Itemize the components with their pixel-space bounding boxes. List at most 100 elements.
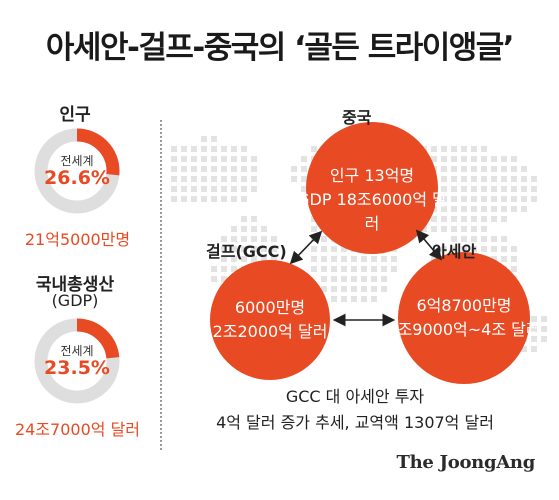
map-dot [211, 156, 217, 162]
map-dot [371, 296, 377, 302]
map-dot [381, 236, 387, 242]
map-dot [501, 246, 507, 252]
map-dot [541, 316, 547, 322]
map-dot [401, 156, 407, 162]
map-dot [481, 166, 487, 172]
panel-divider [160, 120, 162, 450]
map-dot [191, 176, 197, 182]
map-dot [491, 156, 497, 162]
map-dot [181, 146, 187, 152]
map-dot [531, 176, 537, 182]
map-dot [351, 246, 357, 252]
map-dot [401, 146, 407, 152]
map-dot [341, 286, 347, 292]
map-dot [341, 156, 347, 162]
map-dot [391, 256, 397, 262]
map-dot [541, 336, 547, 342]
map-dot [241, 276, 247, 282]
map-dot [221, 246, 227, 252]
map-dot [331, 146, 337, 152]
map-dot [521, 206, 527, 212]
map-dot [391, 266, 397, 272]
map-dot [481, 146, 487, 152]
map-dot [521, 186, 527, 192]
map-dot [201, 196, 207, 202]
map-dot [391, 236, 397, 242]
gulf-population: 6000만명 [234, 298, 306, 317]
map-dot [321, 256, 327, 262]
map-dot [441, 226, 447, 232]
map-dot [461, 216, 467, 222]
map-dot [371, 156, 377, 162]
map-dot [461, 186, 467, 192]
map-dot [241, 256, 247, 262]
map-dot [271, 266, 277, 272]
map-dot [231, 236, 237, 242]
map-dot [361, 146, 367, 152]
map-dot [461, 206, 467, 212]
map-dot [231, 186, 237, 192]
map-dot [221, 156, 227, 162]
map-dot [251, 216, 257, 222]
map-dot [261, 286, 267, 292]
map-dot [441, 146, 447, 152]
map-dot [311, 266, 317, 272]
map-dot [221, 196, 227, 202]
map-dot [231, 286, 237, 292]
map-dot [361, 276, 367, 282]
map-dot [481, 206, 487, 212]
map-dot [371, 266, 377, 272]
map-dot [241, 246, 247, 252]
map-dot [311, 246, 317, 252]
map-dot [181, 176, 187, 182]
map-dot [481, 176, 487, 182]
map-dot [531, 196, 537, 202]
map-dot [381, 256, 387, 262]
map-dot [241, 236, 247, 242]
map-dot [191, 146, 197, 152]
map-dot [511, 276, 517, 282]
map-dot [221, 286, 227, 292]
gulf-stats: 6000만명 2조2000억 달러 [204, 296, 336, 344]
map-dot [491, 246, 497, 252]
map-dot [541, 326, 547, 332]
map-dot [501, 346, 507, 352]
map-dot [531, 346, 537, 352]
gdp-share-arc [34, 318, 120, 404]
map-dot [501, 286, 507, 292]
map-dot [511, 256, 517, 262]
map-dot [251, 266, 257, 272]
map-dot [351, 286, 357, 292]
china-population: 인구 13억명 [329, 166, 415, 185]
map-dot [421, 156, 427, 162]
map-dot [351, 236, 357, 242]
map-dot [461, 176, 467, 182]
map-dot [521, 176, 527, 182]
map-dot [321, 156, 327, 162]
map-dot [481, 226, 487, 232]
map-dot [261, 276, 267, 282]
map-dot [451, 286, 457, 292]
map-dot [511, 156, 517, 162]
map-dot [221, 186, 227, 192]
map-dot [471, 206, 477, 212]
map-dot [241, 216, 247, 222]
map-dot [501, 196, 507, 202]
map-dot [381, 286, 387, 292]
map-dot [341, 256, 347, 262]
map-dot [441, 156, 447, 162]
map-dot [441, 266, 447, 272]
map-dot [431, 266, 437, 272]
map-dot [351, 296, 357, 302]
map-dot [501, 236, 507, 242]
map-dot [361, 236, 367, 242]
china-label: 중국 [342, 108, 372, 127]
map-dot [331, 156, 337, 162]
map-dot [251, 176, 257, 182]
map-dot [371, 286, 377, 292]
map-dot [371, 256, 377, 262]
map-dot [251, 186, 257, 192]
map-dot [251, 156, 257, 162]
map-dot [491, 196, 497, 202]
map-dot [321, 286, 327, 292]
